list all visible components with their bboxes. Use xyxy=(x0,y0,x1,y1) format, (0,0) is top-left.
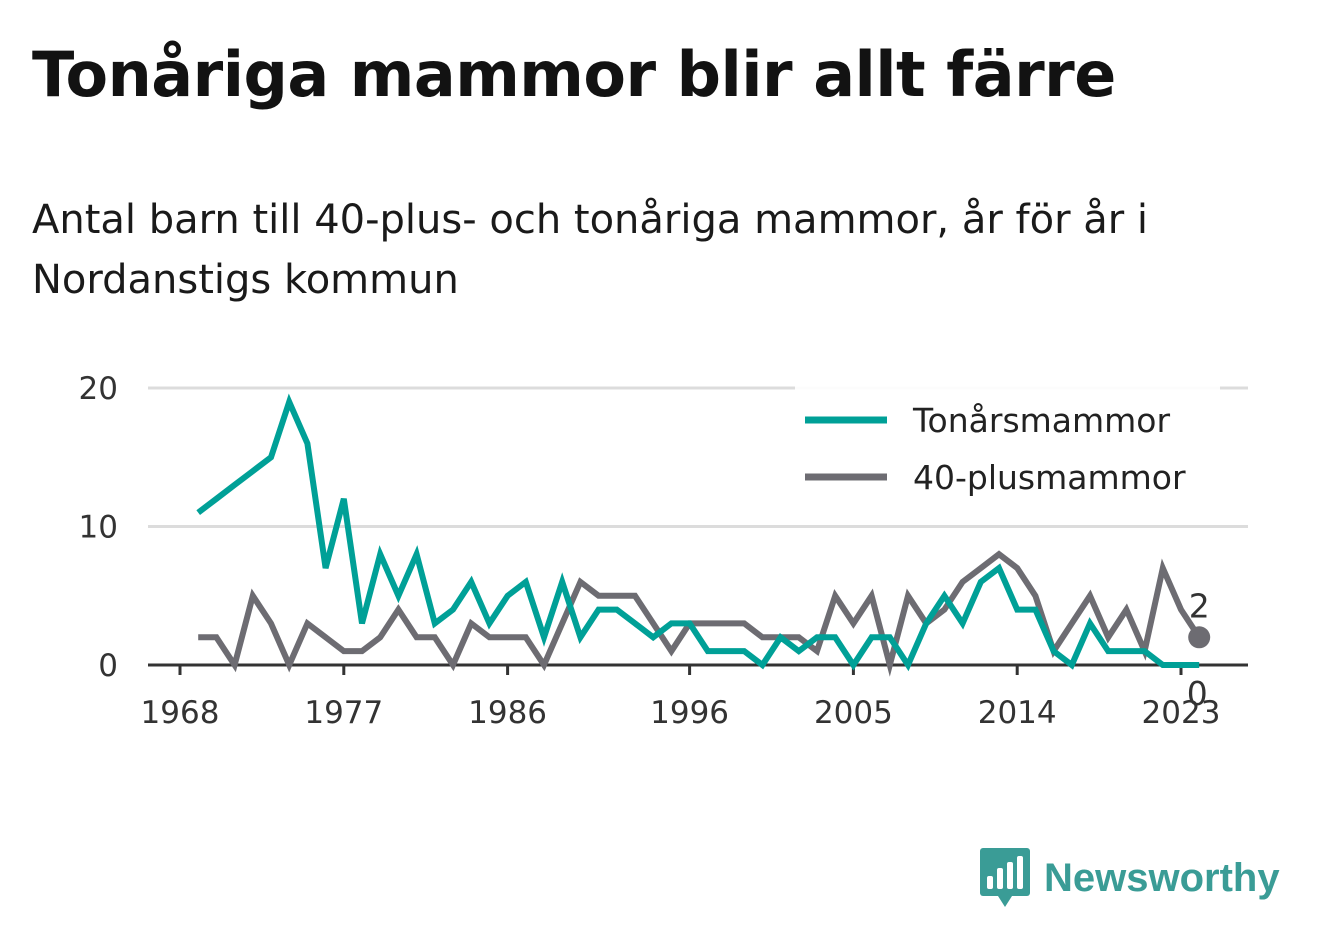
x-tick-label: 1986 xyxy=(468,695,547,731)
legend-label: Tonårsmammor xyxy=(912,401,1170,440)
x-tick-label: 1996 xyxy=(650,695,729,731)
series-lines xyxy=(196,393,1202,677)
y-axis-tick-labels: 0 10 20 xyxy=(79,371,118,684)
end-markers: 20 xyxy=(1187,586,1211,713)
x-tick-label: 2023 xyxy=(1142,695,1221,731)
end-point-marker xyxy=(1188,626,1211,649)
chart-subtitle: Antal barn till 40-plus- och tonåriga ma… xyxy=(32,197,1149,303)
legend-label: 40-plusmammor xyxy=(913,458,1186,497)
brand-logo: Newsworthy xyxy=(980,848,1280,908)
y-tick-label: 10 xyxy=(79,510,118,546)
brand-name: Newsworthy xyxy=(1044,855,1280,900)
series-line xyxy=(196,393,1200,672)
x-axis: 1968 1977 1986 1996 2005 2014 2023 xyxy=(141,663,1248,731)
x-tick-label: 1968 xyxy=(141,695,220,731)
end-value-label: 0 xyxy=(1187,674,1208,713)
x-tick-label: 1977 xyxy=(304,695,383,731)
x-tick-label: 2005 xyxy=(814,695,893,731)
y-tick-label: 20 xyxy=(79,371,118,407)
x-tick-label: 2014 xyxy=(978,695,1057,731)
series-line xyxy=(198,550,1202,677)
y-tick-label: 0 xyxy=(98,648,118,684)
end-value-label: 2 xyxy=(1189,586,1210,625)
legend: Tonårsmammor 40-plusmammor xyxy=(795,386,1220,516)
chart-title: Tonåriga mammor blir allt färre xyxy=(32,38,1116,111)
legend-background xyxy=(795,386,1220,516)
bar-chart-speech-bubble-icon xyxy=(980,848,1030,907)
